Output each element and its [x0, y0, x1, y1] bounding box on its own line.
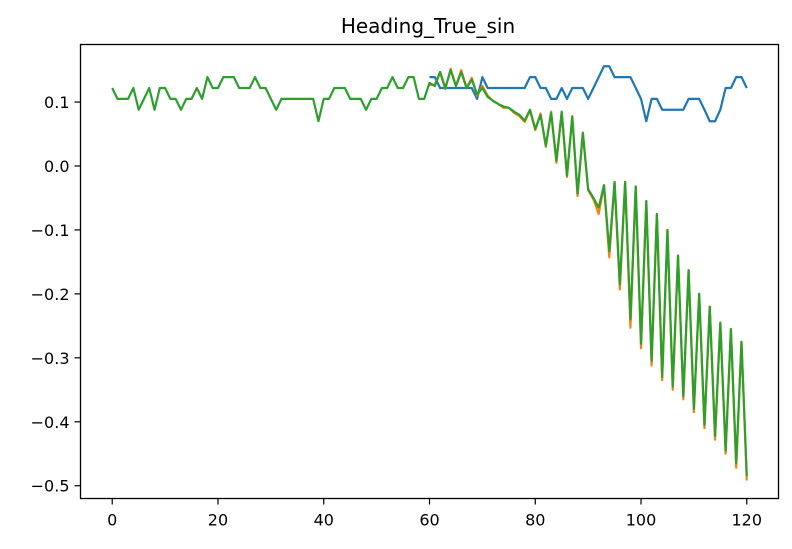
y-tick-label: −0.3	[31, 349, 70, 368]
x-axis-ticks: 0 20 40 60 80 100 120	[107, 498, 762, 530]
plot-frame	[79, 43, 780, 500]
x-tick-label: 40	[314, 511, 334, 530]
y-tick-label: −0.1	[31, 221, 70, 240]
y-tick-label: −0.4	[31, 413, 70, 432]
x-tick-label: 120	[731, 511, 762, 530]
series-line-1	[429, 65, 748, 123]
x-tick-label: 100	[626, 511, 657, 530]
series-line-2	[429, 67, 748, 481]
x-tick-label: 80	[525, 511, 545, 530]
series-layer	[111, 65, 748, 481]
y-tick-label: −0.5	[31, 477, 70, 496]
series-line-3	[111, 68, 748, 477]
y-tick-label: 0.0	[44, 157, 69, 176]
x-tick-label: 0	[107, 511, 117, 530]
y-tick-label: −0.2	[31, 285, 70, 304]
chart-title: Heading_True_sin	[341, 14, 515, 38]
x-tick-label: 60	[419, 511, 439, 530]
y-axis-ticks: 0.1 0.0 −0.1 −0.2 −0.3 −0.4 −0.5	[31, 93, 81, 496]
y-tick-label: 0.1	[44, 93, 69, 112]
x-tick-label: 20	[208, 511, 228, 530]
